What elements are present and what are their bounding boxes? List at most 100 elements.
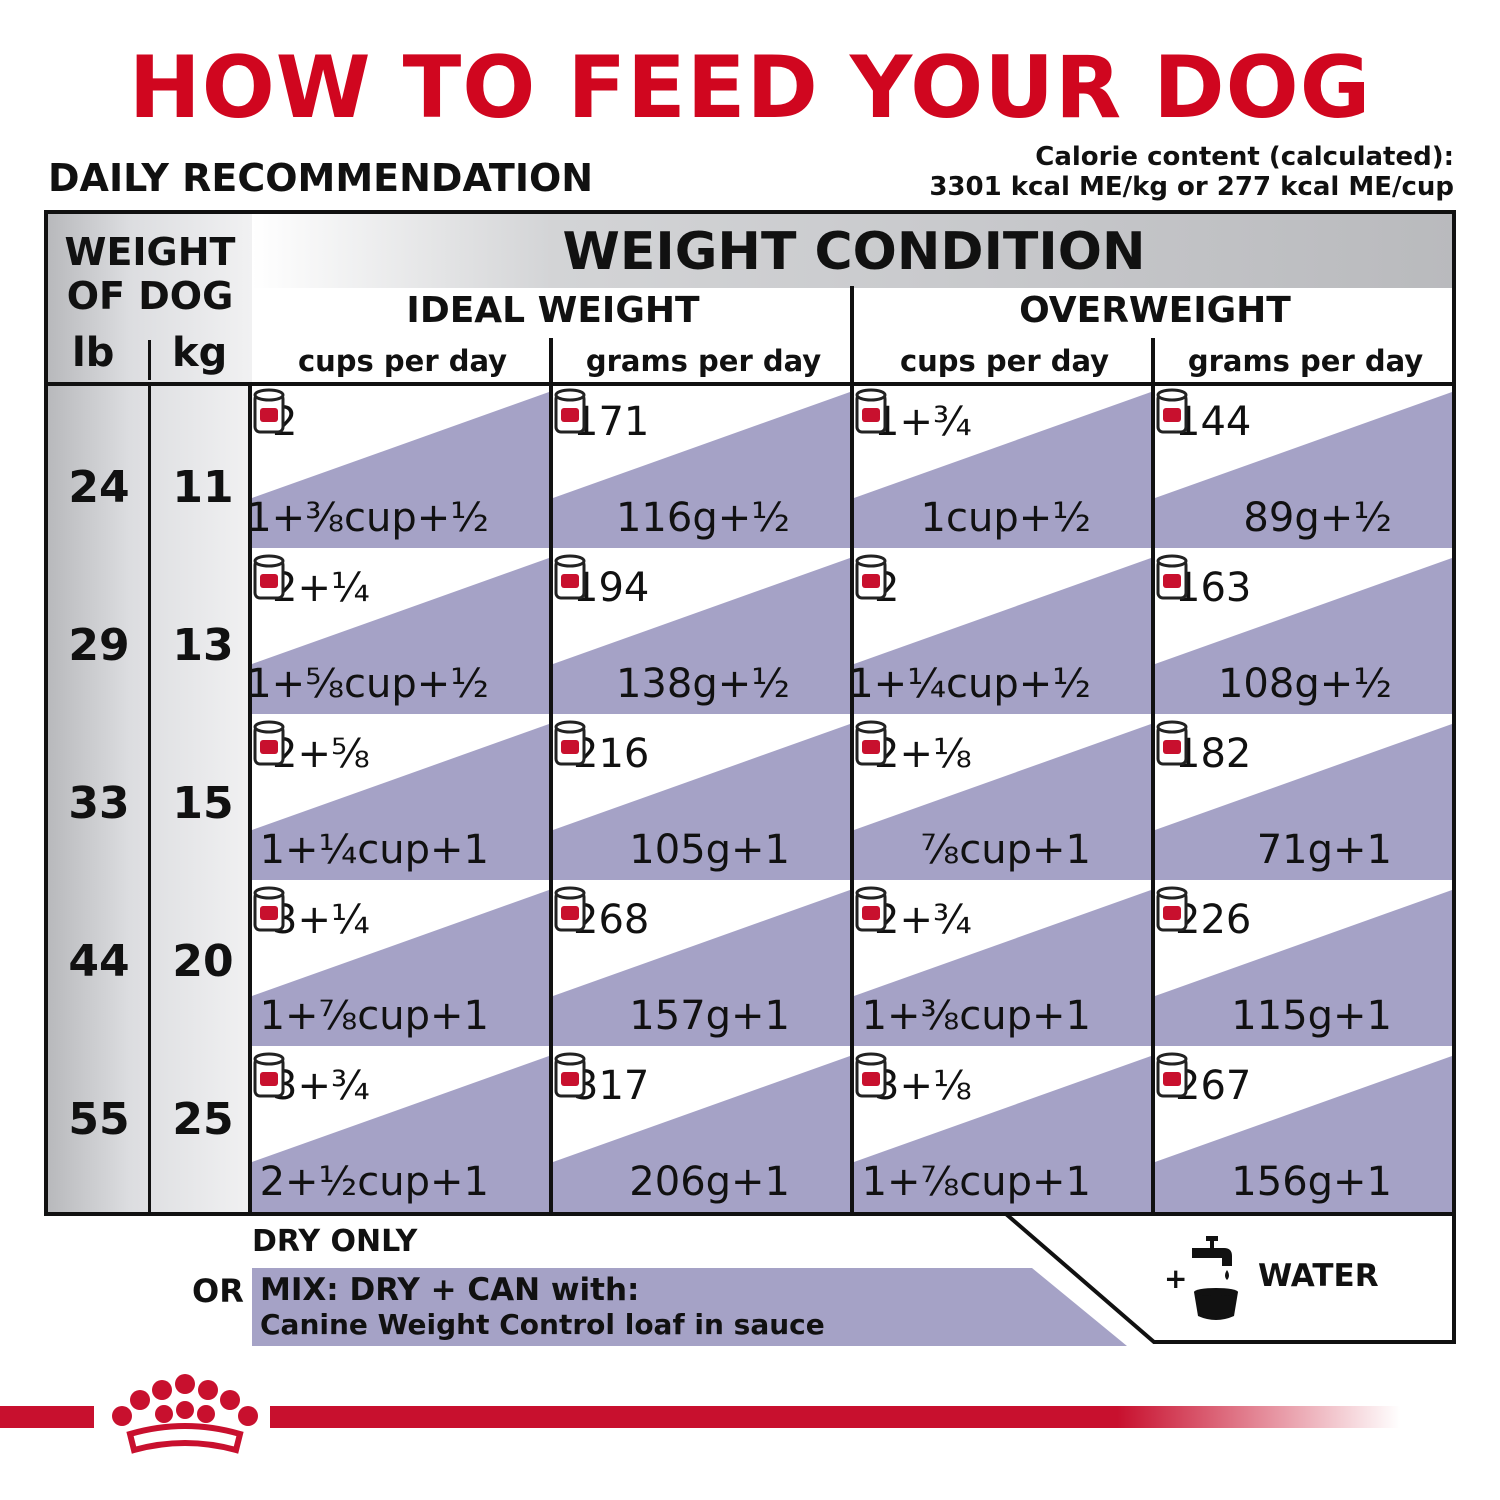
ideal-grams-cell: 216 105g+1 — [553, 718, 850, 880]
can-icon — [1156, 554, 1188, 600]
dry-only-value: 2+¼ — [272, 565, 370, 611]
can-icon — [554, 1052, 586, 1098]
ideal-cups-cell: 3+¾ 2+½cup+1 — [252, 1050, 549, 1212]
calorie-content-label: Calorie content (calculated): — [1035, 142, 1454, 172]
ideal-weight-header: IDEAL WEIGHT — [406, 290, 700, 331]
weight-condition-header: WEIGHT CONDITION — [562, 222, 1146, 282]
mix-band-shape — [553, 1056, 850, 1212]
dry-only-value: 317 — [573, 1063, 650, 1109]
lb-value: 29 — [68, 620, 130, 671]
ideal-cups-cell: 2 1+⅜cup+½ — [252, 386, 549, 548]
overweight-grams-cell: 182 71g+1 — [1155, 718, 1452, 880]
dry-only-value: 2+¾ — [874, 897, 972, 943]
mix-value: 157g+1 — [629, 993, 790, 1039]
mix-band-shape — [252, 392, 549, 548]
mix-band-shape — [553, 724, 850, 880]
dry-only-value: 3+⅛ — [874, 1063, 972, 1109]
daily-recommendation-heading: DAILY RECOMMENDATION — [48, 156, 594, 200]
overweight-cups-cell: 1+¾ 1cup+½ — [854, 386, 1151, 548]
mix-value: 156g+1 — [1231, 1159, 1392, 1205]
can-icon — [253, 720, 285, 766]
lb-value: 24 — [68, 462, 130, 513]
mix-value: 1+⅝cup+½ — [252, 661, 489, 707]
weight-of-dog-header: WEIGHT OF DOG — [64, 230, 236, 318]
mix-band-shape — [854, 724, 1151, 880]
mix-band-shape — [252, 1056, 549, 1212]
dry-only-value: 194 — [573, 565, 650, 611]
ideal-cups-cell: 2+¼ 1+⅝cup+½ — [252, 552, 549, 714]
ideal-cups-cell: 3+¼ 1+⅞cup+1 — [252, 884, 549, 1046]
dry-only-value: 171 — [573, 399, 650, 445]
dry-only-value: 216 — [573, 731, 650, 777]
feeding-table: WEIGHT OF DOG lb kg WEIGHT CONDITION IDE… — [44, 210, 1456, 1216]
overweight-grams-cell: 163 108g+½ — [1155, 552, 1452, 714]
mix-band-shape — [252, 558, 549, 714]
dry-only-value: 267 — [1175, 1063, 1252, 1109]
ideal-grams-cell: 268 157g+1 — [553, 884, 850, 1046]
can-icon — [1156, 388, 1188, 434]
mix-value: 206g+1 — [629, 1159, 790, 1205]
ideal-grams-cell: 171 116g+½ — [553, 386, 850, 548]
mix-band-shape — [1155, 392, 1452, 548]
mix-band-shape — [553, 392, 850, 548]
overweight-cups-cell: 2+⅛ ⅞cup+1 — [854, 718, 1151, 880]
can-icon — [554, 720, 586, 766]
dry-only-value: 182 — [1175, 731, 1252, 777]
ideal-grams-header: grams per day — [585, 344, 822, 378]
overweight-cups-cell: 2 1+¼cup+½ — [854, 552, 1151, 714]
dry-only-value: 163 — [1175, 565, 1252, 611]
overweight-col-divider — [1151, 338, 1155, 1212]
overweight-header: OVERWEIGHT — [1019, 290, 1291, 331]
overweight-cups-cell: 3+⅛ 1+⅞cup+1 — [854, 1050, 1151, 1212]
mix-value: 115g+1 — [1231, 993, 1392, 1039]
can-icon — [1156, 1052, 1188, 1098]
can-icon — [855, 388, 887, 434]
can-icon — [1156, 886, 1188, 932]
kg-value: 13 — [172, 620, 234, 671]
dry-only-value: 1+¾ — [874, 399, 972, 445]
ideal-col-divider — [549, 338, 553, 1212]
mix-band-shape — [1155, 890, 1452, 1046]
mix-value: 1+⅜cup+1 — [861, 993, 1091, 1039]
brand-line — [0, 1406, 1400, 1428]
ideal-cups-header: cups per day — [297, 344, 508, 378]
weight-col-divider — [248, 382, 252, 1212]
dry-only-value: 3+¾ — [272, 1063, 370, 1109]
mix-band-shape — [553, 558, 850, 714]
kg-value: 15 — [172, 778, 234, 829]
lb-value: 44 — [68, 936, 130, 987]
dry-only-value: 268 — [573, 897, 650, 943]
condition-divider — [850, 286, 854, 1212]
overweight-grams-cell: 226 115g+1 — [1155, 884, 1452, 1046]
dry-only-value: 144 — [1175, 399, 1252, 445]
ideal-cups-cell: 2+⅝ 1+¼cup+1 — [252, 718, 549, 880]
dry-only-value: 3+¼ — [272, 897, 370, 943]
mix-band-shape — [1155, 558, 1452, 714]
ideal-grams-cell: 194 138g+½ — [553, 552, 850, 714]
page-title: HOW TO FEED YOUR DOG — [128, 38, 1372, 138]
overweight-cups-header: cups per day — [899, 344, 1110, 378]
mix-value: 1cup+½ — [920, 495, 1091, 541]
ideal-grams-cell: 317 206g+1 — [553, 1050, 850, 1212]
mix-band-shape — [854, 890, 1151, 1046]
mix-band-shape — [854, 1056, 1151, 1212]
dry-only-label: DRY ONLY — [252, 1224, 418, 1259]
mix-band-shape — [553, 890, 850, 1046]
weight-condition-header-bg — [252, 214, 1452, 288]
kg-value: 25 — [172, 1094, 234, 1145]
can-icon — [253, 388, 285, 434]
crown-logo-icon — [112, 1374, 258, 1454]
mix-value: 1+⅞cup+1 — [259, 993, 489, 1039]
mix-value: 2+½cup+1 — [259, 1159, 489, 1205]
mix-label: MIX: DRY + CAN with: — [260, 1272, 640, 1308]
dry-only-value: 2+⅛ — [874, 731, 972, 777]
lb-header: lb — [72, 330, 115, 376]
mix-value: 116g+½ — [615, 495, 790, 541]
water-label: WATER — [1258, 1258, 1379, 1294]
can-icon — [855, 1052, 887, 1098]
can-icon — [554, 886, 586, 932]
mix-value: 1+⅜cup+½ — [252, 495, 489, 541]
lb-kg-header-separator — [148, 340, 151, 380]
mix-value: 1+¼cup+1 — [259, 827, 489, 873]
dry-only-value: 226 — [1175, 897, 1252, 943]
